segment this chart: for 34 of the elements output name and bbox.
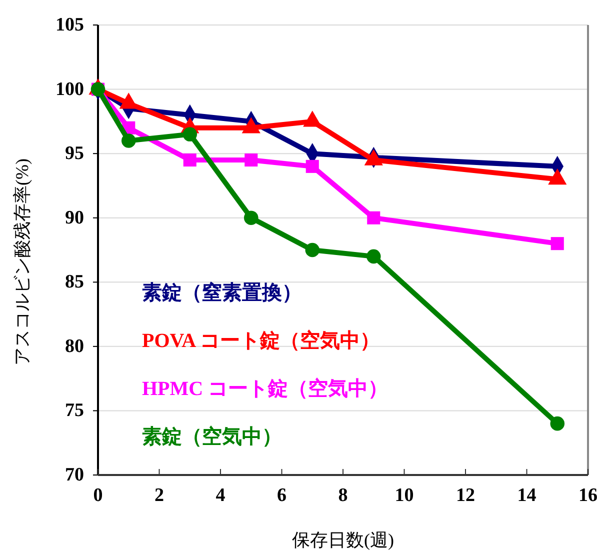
x-tick-label: 8 <box>338 485 348 506</box>
point <box>366 249 381 264</box>
y-tick-label: 105 <box>56 14 84 36</box>
text: POVA コート錠（空気中） <box>142 329 380 352</box>
y-tick-label: 80 <box>65 336 84 357</box>
y-tick-label: 90 <box>65 207 84 228</box>
y-tick-label: 85 <box>65 272 84 293</box>
x-tick-label: 16 <box>578 485 597 506</box>
x-tick-label: 14 <box>517 485 537 506</box>
x-tick-label: 2 <box>154 485 164 506</box>
x-tick-label: 10 <box>394 485 414 506</box>
text: HPMC コート錠（空気中） <box>142 377 388 400</box>
point <box>244 153 258 167</box>
x-tick-label: 0 <box>93 485 103 506</box>
point <box>121 134 136 148</box>
y-tick-label: 95 <box>65 143 84 164</box>
point <box>305 242 320 258</box>
point <box>367 211 380 224</box>
y-tick-label: 75 <box>65 400 84 422</box>
y-axis-title: アスコルビン酸残存率(%) <box>12 158 32 366</box>
point <box>550 416 565 431</box>
point <box>550 237 564 250</box>
y-tick-label: 70 <box>65 464 84 486</box>
text: 素錠（窒素置換） <box>142 281 302 304</box>
point <box>306 160 319 173</box>
text: 素錠（空気中） <box>142 425 282 448</box>
point <box>182 127 198 142</box>
x-tick-label: 6 <box>277 485 286 506</box>
x-axis-title: 保存日数(週) <box>292 530 394 550</box>
point <box>183 153 196 167</box>
point <box>244 210 258 225</box>
x-tick-label: 12 <box>456 485 475 506</box>
x-tick-label: 4 <box>216 485 226 506</box>
y-tick-label: 100 <box>56 78 84 100</box>
